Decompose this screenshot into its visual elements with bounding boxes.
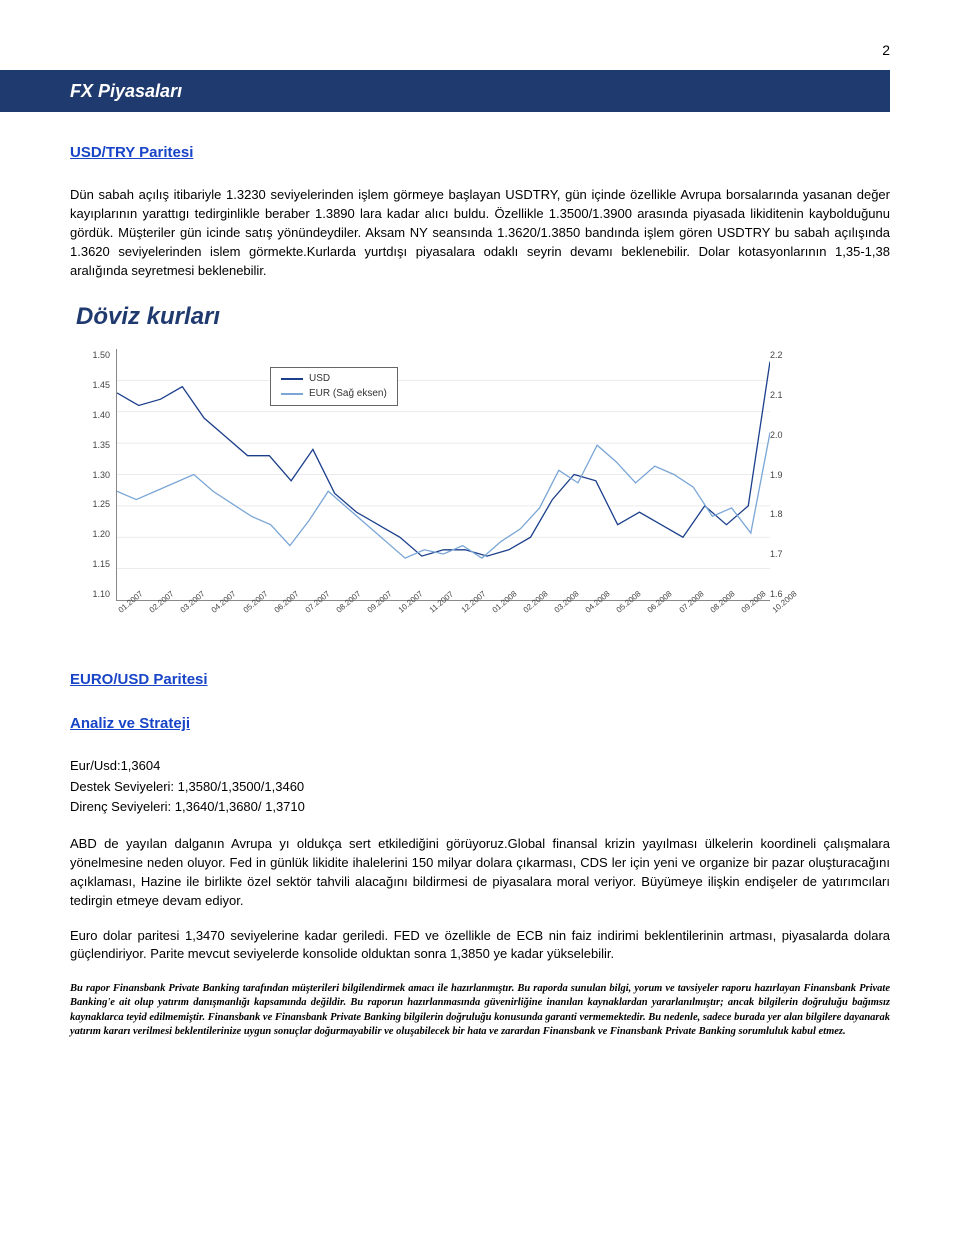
fx-chart: Döviz kurları 1.501.451.401.351.301.251.…: [70, 300, 890, 639]
usdtry-paragraph: Dün sabah açılış itibariyle 1.3230 seviy…: [70, 186, 890, 280]
legend-swatch-eur: [281, 393, 303, 395]
usdtry-heading: USD/TRY Paritesi: [70, 142, 890, 164]
chart-title: Döviz kurları: [76, 300, 890, 335]
plot-area: [116, 349, 770, 601]
disclaimer: Bu rapor Finansbank Private Banking tara…: [70, 982, 890, 1039]
legend-label-eur: EUR (Sağ eksen): [309, 387, 387, 402]
y-axis-right: 2.22.12.01.91.81.71.6: [766, 349, 810, 601]
resistance-line: Direnç Seviyeleri: 1,3640/1,3680/ 1,3710: [70, 798, 890, 817]
x-axis: 01.200702.200703.200704.200705.200706.20…: [116, 603, 770, 639]
chart-legend: USD EUR (Sağ eksen): [270, 367, 398, 406]
eurusd-p2: Euro dolar paritesi 1,3470 seviyelerine …: [70, 927, 890, 965]
page-number: 2: [70, 40, 890, 60]
legend-label-usd: USD: [309, 372, 330, 387]
eurusd-p1: ABD de yayılan dalganın Avrupa yı oldukç…: [70, 835, 890, 910]
rate-line: Eur/Usd:1,3604: [70, 757, 890, 776]
eurusd-heading: EURO/USD Paritesi: [70, 669, 890, 691]
legend-swatch-usd: [281, 378, 303, 380]
y-axis-left: 1.501.451.401.351.301.251.201.151.10: [70, 349, 114, 601]
analysis-heading: Analiz ve Strateji: [70, 713, 890, 735]
chart-canvas: 1.501.451.401.351.301.251.201.151.10 2.2…: [70, 339, 810, 639]
support-line: Destek Seviyeleri: 1,3580/1,3500/1,3460: [70, 778, 890, 797]
section-banner: FX Piyasaları: [0, 70, 890, 112]
legend-row-usd: USD: [281, 372, 387, 387]
legend-row-eur: EUR (Sağ eksen): [281, 387, 387, 402]
